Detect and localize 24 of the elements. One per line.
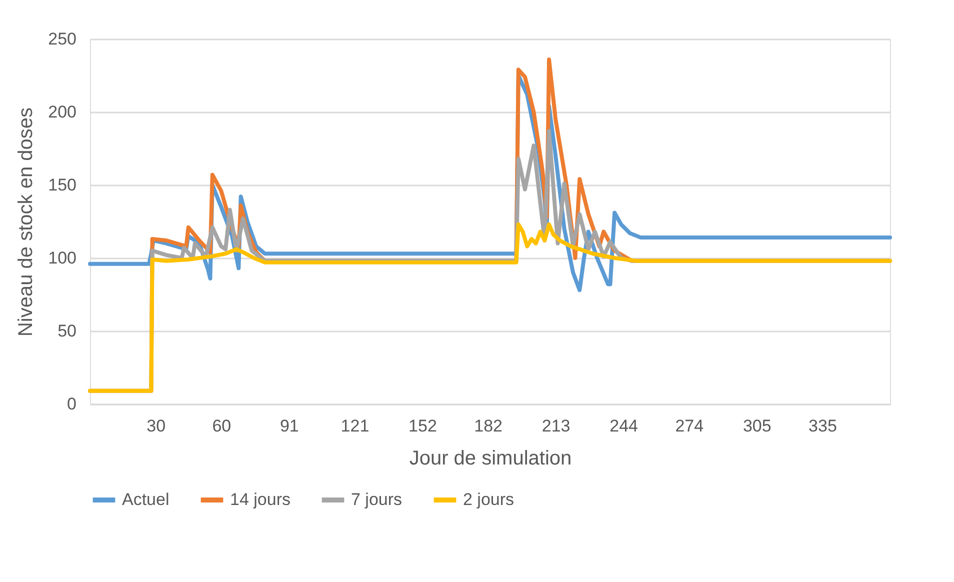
y-tick-label: 150 [48, 176, 76, 194]
x-tick-label: 335 [808, 416, 837, 436]
x-tick-label: 213 [542, 416, 570, 436]
line-series [88, 222, 892, 393]
x-tick-label: 60 [212, 416, 232, 436]
y-tick-label: 50 [58, 322, 76, 340]
x-tick-label: 182 [474, 416, 502, 436]
y-tick-label: 200 [48, 102, 76, 122]
y-tick-label: 100 [48, 248, 76, 268]
legend-label: 2 jours [463, 490, 514, 509]
legend-label: 7 jours [351, 490, 402, 509]
x-tick-label: 91 [280, 416, 299, 436]
x-axis-title: Jour de simulation [409, 448, 572, 470]
x-tick-label: 244 [610, 416, 638, 436]
y-tick-label: 0 [67, 394, 76, 414]
x-tick-label: 152 [408, 416, 437, 436]
x-tick-label: 274 [675, 416, 704, 436]
x-tick-label: 305 [742, 416, 772, 436]
y-axis-title: Niveau de stock en doses [15, 107, 38, 337]
x-tick-label: 30 [146, 416, 166, 436]
x-tick-label: 121 [340, 416, 370, 436]
legend-label: 14 jours [230, 490, 290, 509]
y-tick-label: 250 [48, 30, 76, 48]
legend-label: Actuel [122, 490, 170, 509]
